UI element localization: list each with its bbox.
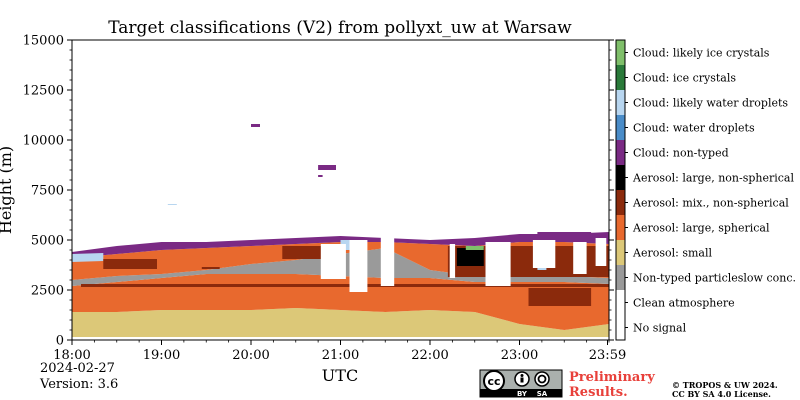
y-tick-label: 15000	[23, 34, 64, 49]
y-tick-label: 10000	[23, 134, 64, 149]
colorbar-swatch	[616, 315, 625, 341]
y-tick-label: 0	[56, 334, 64, 349]
class-layer-0	[72, 308, 609, 337]
sa-label: SA	[537, 390, 548, 398]
no-signal-gap-1	[349, 240, 368, 292]
x-tick-label: 23:59	[589, 348, 626, 363]
colorbar-label: Aerosol: mix., non-spherical	[632, 197, 789, 210]
colorbar-label: Cloud: water droplets	[633, 122, 755, 135]
x-tick-label: 22:00	[411, 348, 448, 363]
x-axis: 18:00 19:00 20:00 21:00 22:00 23:00 23:59	[53, 340, 626, 363]
class-patch-5	[528, 288, 592, 306]
colorbar-label: Cloud: likely water droplets	[633, 97, 788, 110]
sa-icon-arc	[537, 374, 547, 384]
cc-logo-strip	[480, 389, 562, 397]
colorbar-label: Aerosol: small	[632, 247, 712, 260]
y-axis: 0 2500 5000 7500 10000 12500 15000	[23, 34, 614, 349]
y-tick-label: 5000	[31, 234, 64, 249]
colorbar-label: Aerosol: large, spherical	[632, 222, 770, 235]
no-signal-gap-2	[380, 236, 395, 286]
class-patch-12	[318, 175, 323, 177]
x-axis-label: UTC	[322, 366, 358, 385]
y-tick-label: 12500	[23, 84, 64, 99]
x-tick-label: 20:00	[232, 348, 269, 363]
no-signal-gap-7	[595, 238, 607, 266]
no-signal-gap-6	[573, 242, 587, 274]
cc-license-logo: cc BY SA	[479, 369, 563, 398]
class-patch-13	[167, 204, 177, 205]
preliminary-line-1: Preliminary	[569, 370, 655, 385]
no-signal-gap-4	[485, 242, 511, 286]
colorbar-frame	[615, 39, 626, 341]
class-patch-0	[103, 259, 157, 269]
colorbar-swatch	[616, 190, 625, 216]
sa-icon	[534, 371, 550, 387]
colorbar-swatch	[616, 215, 625, 241]
preliminary-line-2: Results.	[569, 385, 628, 400]
colorbar-swatch	[616, 40, 625, 66]
no-signal-gap-5	[532, 240, 556, 268]
class-patch-2	[81, 284, 609, 287]
class-patch-6	[456, 248, 484, 266]
y-tick-label: 7500	[31, 184, 64, 199]
class-patch-10	[251, 124, 260, 127]
colorbar-label: Clean atmosphere	[633, 297, 735, 310]
class-patch-11	[318, 165, 336, 170]
x-tick-label: 19:00	[143, 348, 180, 363]
colorbar: Cloud: likely ice crystals Cloud: ice cry…	[615, 39, 796, 341]
by-icon-head	[520, 374, 524, 377]
colorbar-swatch	[616, 240, 625, 266]
colorbar-swatch	[616, 90, 625, 116]
class-layer-4	[72, 232, 609, 258]
class-layer-5	[72, 253, 104, 262]
y-tick-label: 2500	[31, 284, 64, 299]
cc-icon-text: cc	[487, 375, 500, 388]
copyright-line-1: © TROPOS & UW 2024.	[672, 380, 778, 390]
x-tick-label: 23:00	[501, 348, 538, 363]
class-patch-1	[201, 267, 220, 269]
colorbar-label: Aerosol: large, non-spherical	[632, 172, 794, 185]
no-signal-gap-3	[449, 244, 456, 278]
colorbar-label: Cloud: ice crystals	[633, 72, 736, 85]
x-tick-label: 18:00	[53, 348, 90, 363]
colorbar-label: No signal	[633, 322, 687, 335]
colorbar-swatch	[616, 290, 625, 316]
version-label: Version: 3.6	[39, 377, 118, 392]
class-patch-14	[537, 232, 592, 240]
colorbar-swatch	[616, 165, 625, 191]
cc-icon	[483, 370, 505, 392]
plot-area	[71, 39, 610, 341]
class-patch-7	[465, 246, 484, 250]
colorbar-swatch	[616, 140, 625, 166]
date-label: 2024-02-27	[40, 361, 115, 376]
colorbar-label: Non-typed particleslow conc.	[633, 272, 796, 285]
colorbar-swatch	[616, 115, 625, 141]
by-label: BY	[517, 390, 528, 398]
colorbar-label: Cloud: non-typed	[633, 147, 729, 160]
class-patch-3	[282, 246, 332, 259]
colorbar-swatch	[616, 265, 625, 291]
no-signal-gap-0	[320, 244, 346, 279]
y-axis-label: Height (m)	[0, 146, 15, 234]
chart-title: Target classifications (V2) from pollyxt…	[108, 18, 572, 38]
classification-field	[72, 124, 609, 337]
colorbar-swatch	[616, 65, 625, 91]
class-layer-1	[72, 274, 609, 330]
copyright-line-2: CC BY SA 4.0 License.	[672, 389, 771, 399]
colorbar-label: Cloud: likely ice crystals	[633, 47, 770, 60]
by-icon-body	[520, 377, 524, 383]
x-tick-label: 21:00	[322, 348, 359, 363]
